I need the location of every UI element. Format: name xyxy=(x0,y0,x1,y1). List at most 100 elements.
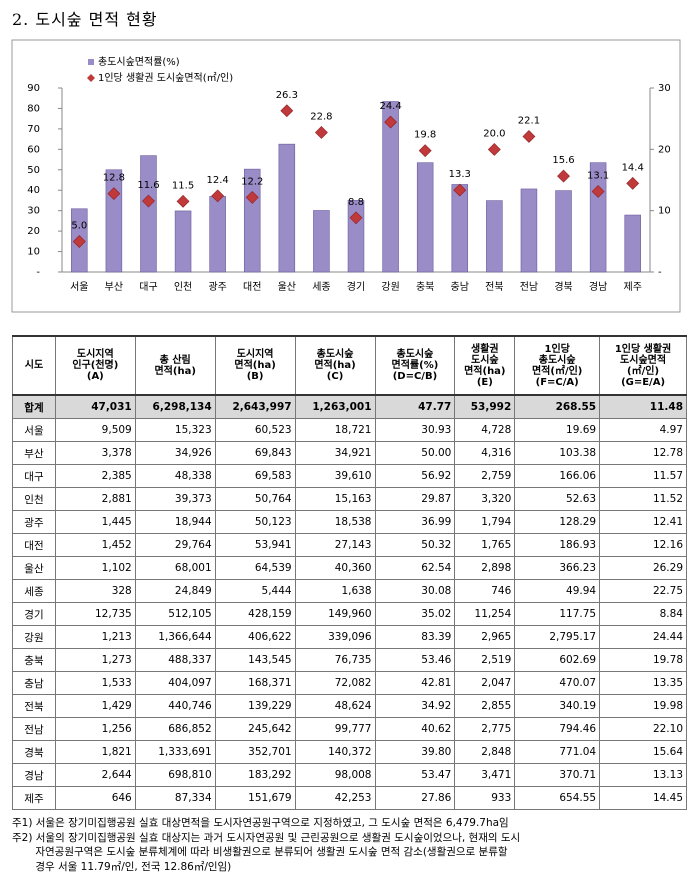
cell: 19.69 xyxy=(514,418,601,442)
cell: 1,638 xyxy=(294,579,376,603)
bar xyxy=(174,210,192,273)
cell: 15.64 xyxy=(599,740,687,764)
y2-tick-label: 30 xyxy=(658,83,671,94)
cell: 654.55 xyxy=(514,786,601,810)
data-label: 24.4 xyxy=(379,101,401,112)
cell: 64,539 xyxy=(214,556,296,580)
data-label: 11.5 xyxy=(172,180,194,191)
cell: 52.63 xyxy=(514,487,601,511)
data-label: 11.6 xyxy=(137,180,159,191)
y-tick-label: 40 xyxy=(27,185,40,196)
cell: 512,105 xyxy=(134,602,216,626)
cell: 3,378 xyxy=(54,441,136,465)
y-tick-label: 90 xyxy=(27,83,40,94)
cell: 128.29 xyxy=(514,510,601,534)
bar xyxy=(209,196,226,273)
cell: 27.86 xyxy=(374,786,456,810)
data-label: 14.4 xyxy=(622,162,644,173)
x-tick-label: 서울 xyxy=(70,281,88,293)
bar xyxy=(278,143,296,273)
cell: 366.23 xyxy=(514,556,601,580)
header-cell: 생활권 도시숲 면적(ha) (E) xyxy=(454,335,516,396)
cell: 1,102 xyxy=(54,556,136,580)
cell: 98,008 xyxy=(294,763,376,787)
cell: 1,333,691 xyxy=(134,740,216,764)
cell: 22.75 xyxy=(599,579,687,603)
cell: 22.10 xyxy=(599,717,687,741)
cell: 14.45 xyxy=(599,786,687,810)
x-tick-label: 대전 xyxy=(243,281,261,293)
cell: 19.98 xyxy=(599,694,687,718)
x-tick-label: 대구 xyxy=(139,281,157,293)
region-cell: 합계 xyxy=(12,394,56,419)
note-line: 자연공원구역은 도시숲 분류체계에 따라 비생활권으로 분류되어 생활권 도시숲… xyxy=(12,846,508,858)
table-row: 충남 1,533 404,097 168,371 72,082 42.81 2,047 470… xyxy=(12,671,687,695)
header-cell: 1인당 생활권 도시숲면적 (㎡/인) (G=E/A) xyxy=(599,335,687,396)
y-tick-label: 70 xyxy=(27,124,40,135)
cell: 428,159 xyxy=(214,602,296,626)
table-row: 전남 1,256 686,852 245,642 99,777 40.62 2,775 794… xyxy=(12,717,687,741)
x-tick-label: 경기 xyxy=(347,280,365,293)
table-row: 서울 9,509 15,323 60,523 18,721 30.93 4,728 19.69… xyxy=(12,418,687,442)
cell: 339,096 xyxy=(294,625,376,649)
cell: 268.55 xyxy=(514,394,601,419)
x-tick-label: 경남 xyxy=(589,280,607,293)
cell: 933 xyxy=(454,786,516,810)
table-row: 전북 1,429 440,746 139,229 48,624 34.92 2,855 340… xyxy=(12,694,687,718)
header-cell: 시도 xyxy=(12,335,56,396)
region-cell: 서울 xyxy=(12,418,56,442)
cell: 49.94 xyxy=(514,579,601,603)
table-row: 광주 1,445 18,944 50,123 18,538 36.99 1,794 128.2… xyxy=(12,510,687,534)
cell: 15,163 xyxy=(294,487,376,511)
table-row: 대전 1,452 29,764 53,941 27,143 50.32 1,765 186.9… xyxy=(12,533,687,557)
cell: 4.97 xyxy=(599,418,687,442)
cell: 6,298,134 xyxy=(134,394,216,419)
table-row: 합계 47,031 6,298,134 2,643,997 1,263,001 47.77… xyxy=(12,394,687,419)
data-label: 8.8 xyxy=(348,197,364,208)
legend-swatch xyxy=(88,59,94,65)
table-row: 강원 1,213 1,366,644 406,622 339,096 83.39 2,965… xyxy=(12,625,687,649)
cell: 11.48 xyxy=(599,394,687,419)
cell: 2,965 xyxy=(454,625,516,649)
cell: 5,444 xyxy=(214,579,296,603)
table-row: 경북 1,821 1,333,691 352,701 140,372 39.80 2,848… xyxy=(12,740,687,764)
table: 시도 도시지역 인구(천명) (A) 총 산림 면적(ha) 도시지역 면적(ha) … xyxy=(12,335,687,810)
cell: 56.92 xyxy=(374,464,456,488)
x-tick-label: 전남 xyxy=(520,281,538,293)
marker xyxy=(107,187,121,201)
cell: 166.06 xyxy=(514,464,601,488)
bar xyxy=(486,200,503,273)
cell: 99,777 xyxy=(294,717,376,741)
marker xyxy=(591,185,605,198)
marker xyxy=(418,144,432,158)
cell: 2,047 xyxy=(454,671,516,695)
cell: 18,721 xyxy=(294,418,376,442)
cell: 35.02 xyxy=(374,602,456,626)
cell: 50,764 xyxy=(214,487,296,511)
cell: 18,538 xyxy=(294,510,376,534)
section-title: 2. 도시숲 면적 현황 xyxy=(12,10,158,29)
data-label: 13.1 xyxy=(587,170,609,181)
marker xyxy=(314,126,328,139)
cell: 140,372 xyxy=(294,740,376,764)
bar xyxy=(416,162,434,273)
cell: 76,735 xyxy=(294,648,376,672)
cell: 26.29 xyxy=(599,556,687,580)
cell: 1,445 xyxy=(54,510,136,534)
region-cell: 인천 xyxy=(12,487,56,511)
header-cell: 도시지역 면적(ha) (B) xyxy=(214,335,296,396)
region-cell: 강원 xyxy=(12,625,56,649)
bar xyxy=(382,101,399,273)
cell: 39.80 xyxy=(374,740,456,764)
notes: 주1) 서울은 장기미집행공원 실효 대상면적을 도시자연공원구역으로 지정하였… xyxy=(12,816,687,874)
y-tick-label: 30 xyxy=(27,206,40,217)
data-label: 5.0 xyxy=(71,221,87,232)
header-cell: 1인당 총도시숲 면적(㎡/인) (F=C/A) xyxy=(514,335,601,396)
data-label: 22.8 xyxy=(310,111,332,122)
x-tick-label: 부산 xyxy=(105,281,123,293)
cell: 15,323 xyxy=(134,418,216,442)
marker xyxy=(487,143,501,156)
table-row: 세종 328 24,849 5,444 1,638 30.08 746 49.94 22.75 xyxy=(12,579,687,603)
region-cell: 충북 xyxy=(12,648,56,672)
y-tick-label: 10 xyxy=(27,247,40,258)
